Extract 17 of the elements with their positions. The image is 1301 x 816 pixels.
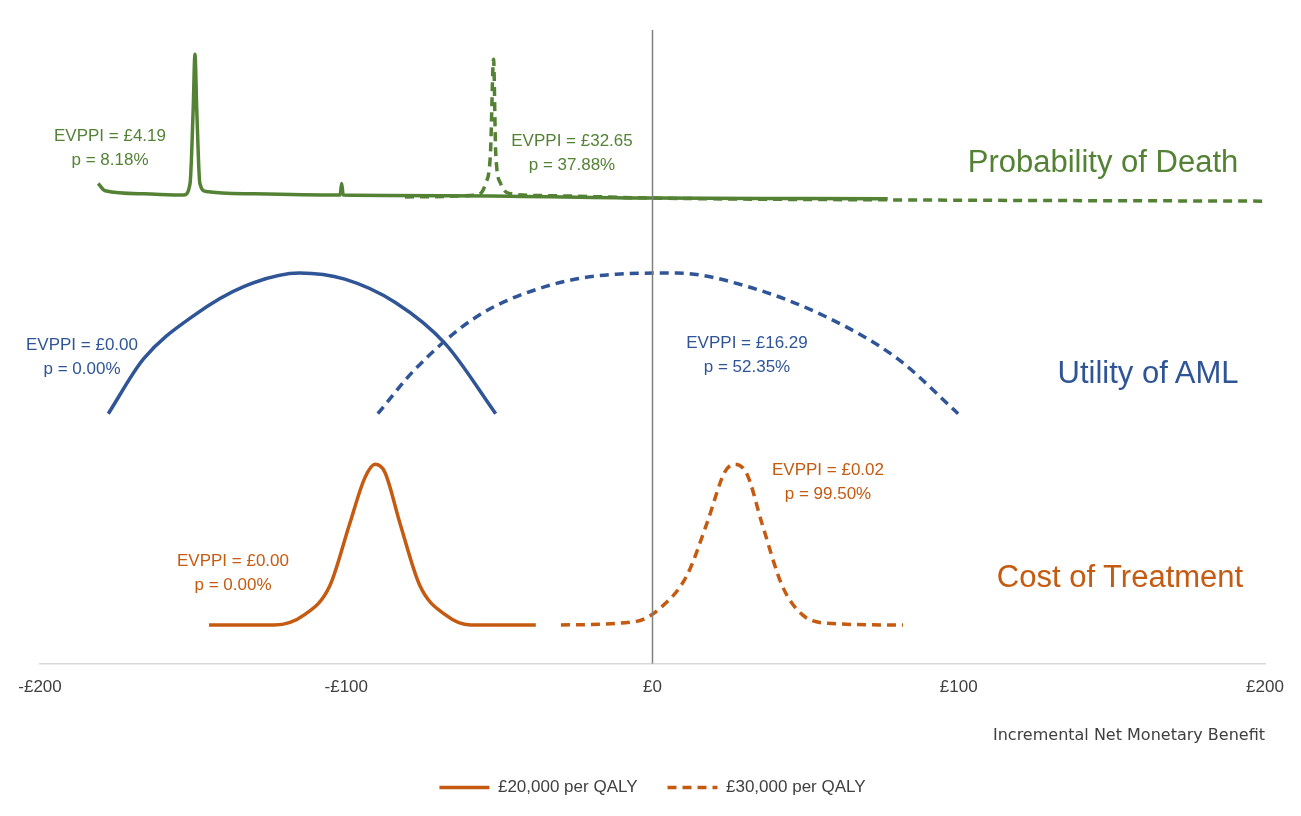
annotation: EVPPI = £4.19 p = 8.18% xyxy=(54,125,166,169)
annotation: Utility of AML xyxy=(1057,354,1239,390)
x-tick-label: £100 xyxy=(939,677,978,697)
x-tick-label: -£100 xyxy=(324,677,368,697)
annotation: EVPPI = £0.00 p = 0.00% xyxy=(177,550,289,594)
x-tick-label: £0 xyxy=(643,677,662,697)
x-tick-label: £200 xyxy=(1246,677,1284,697)
annotation: EVPPI = £32.65 p = 37.88% xyxy=(511,130,633,174)
x-tick-label: -£200 xyxy=(18,677,62,697)
annotation: EVPPI = £0.02 p = 99.50% xyxy=(772,459,884,503)
x-axis-title: Incremental Net Monetary Benefit xyxy=(992,724,1265,744)
annotation: Cost of Treatment xyxy=(996,558,1244,594)
legend-label: £20,000 per QALY xyxy=(497,777,638,797)
annotation: EVPPI = £0.00 p = 0.00% xyxy=(26,334,138,378)
annotation: EVPPI = £16.29 p = 52.35% xyxy=(686,332,808,376)
legend-label: £30,000 per QALY xyxy=(726,777,866,797)
annotation: Probability of Death xyxy=(967,143,1239,179)
